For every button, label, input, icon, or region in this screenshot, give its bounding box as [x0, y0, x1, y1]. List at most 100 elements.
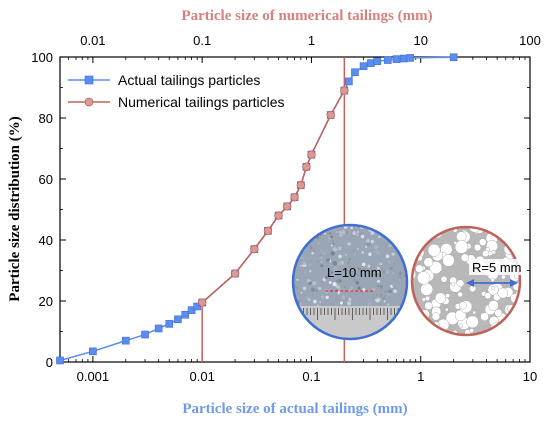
grain — [293, 249, 294, 252]
model-particle — [458, 323, 464, 328]
data-point-actual — [399, 54, 408, 63]
grain — [347, 301, 352, 306]
grain — [338, 231, 341, 233]
grain — [396, 303, 398, 305]
model-particle — [456, 231, 467, 242]
grain — [360, 232, 363, 235]
model-particle — [487, 284, 499, 296]
grain — [325, 295, 329, 300]
data-point-actual — [367, 59, 375, 67]
data-point-numerical — [296, 180, 306, 190]
grain — [368, 252, 372, 257]
grain — [378, 235, 381, 238]
grain — [363, 231, 367, 234]
data-point-numerical — [230, 269, 240, 278]
top-tick-label: 0.01 — [80, 33, 105, 48]
data-point-actual — [384, 56, 392, 64]
model-particle — [454, 240, 469, 254]
data-point-actual — [193, 302, 201, 311]
grain — [300, 292, 303, 294]
model-particle — [484, 292, 492, 300]
top-tick-label: 100 — [519, 33, 541, 48]
grain — [299, 303, 303, 307]
data-point-actual — [406, 54, 414, 62]
grain — [349, 229, 353, 233]
grain — [312, 281, 317, 286]
model-particle — [416, 326, 428, 335]
model-particle — [416, 320, 428, 332]
grain — [309, 263, 312, 266]
grain — [306, 232, 308, 235]
grain — [340, 301, 344, 305]
grain — [322, 272, 325, 275]
grain — [382, 270, 386, 274]
model-particle — [413, 232, 425, 243]
grain — [345, 254, 347, 256]
grain — [378, 270, 382, 275]
grain — [320, 264, 324, 268]
grain — [387, 260, 391, 264]
model-particle — [421, 297, 426, 302]
model-particle — [427, 243, 441, 257]
grain — [342, 302, 345, 305]
model-particle — [491, 250, 496, 255]
grain — [333, 267, 338, 272]
model-particle — [492, 330, 504, 335]
grain — [347, 242, 351, 246]
grain — [303, 280, 306, 283]
grain — [352, 231, 357, 235]
model-particle — [514, 314, 520, 327]
grain — [354, 244, 356, 247]
model-particle — [458, 301, 467, 310]
grain — [388, 289, 392, 294]
model-particle — [445, 293, 450, 299]
grain — [295, 231, 297, 233]
grain — [366, 242, 371, 246]
grain — [308, 234, 313, 238]
grain — [364, 245, 368, 249]
grain — [388, 244, 392, 248]
grain — [328, 232, 332, 235]
grain — [357, 267, 361, 271]
y-tick-label: 0 — [46, 355, 53, 370]
grain — [367, 301, 372, 306]
grain — [313, 299, 317, 304]
grain — [343, 286, 346, 288]
grain — [352, 253, 357, 257]
model-particle — [501, 232, 510, 241]
grain — [398, 225, 403, 230]
grain — [311, 234, 314, 236]
grain — [325, 258, 331, 263]
grain — [385, 261, 389, 265]
top-axis-title: Particle size of numerical tailings (mm) — [181, 8, 432, 24]
grain — [328, 280, 332, 284]
actual-tailings-photo-inset: L=10 mm — [291, 223, 409, 341]
grain — [320, 260, 323, 263]
data-point-numerical — [290, 193, 299, 202]
grain — [308, 269, 312, 273]
grain — [355, 298, 357, 300]
grain — [307, 298, 311, 302]
model-particle — [421, 227, 428, 233]
grain — [399, 230, 403, 234]
grain — [327, 274, 329, 277]
model-particle — [512, 241, 520, 249]
grain — [304, 239, 306, 241]
data-point-actual — [121, 336, 130, 345]
model-particle — [430, 227, 438, 235]
grain — [362, 268, 366, 272]
grain — [331, 239, 334, 243]
grain — [366, 239, 370, 243]
legend-marker-circle — [84, 97, 94, 107]
model-particle — [460, 253, 469, 262]
model-particle — [469, 285, 477, 293]
radius-arrowhead-right — [510, 279, 518, 287]
series-line-numerical — [201, 90, 345, 304]
model-particle — [415, 264, 424, 273]
model-particle — [479, 238, 487, 246]
grain — [296, 278, 299, 281]
radius-arrowhead-left — [466, 279, 474, 287]
grain — [317, 261, 319, 263]
model-particle — [490, 277, 495, 283]
grain — [302, 261, 306, 266]
